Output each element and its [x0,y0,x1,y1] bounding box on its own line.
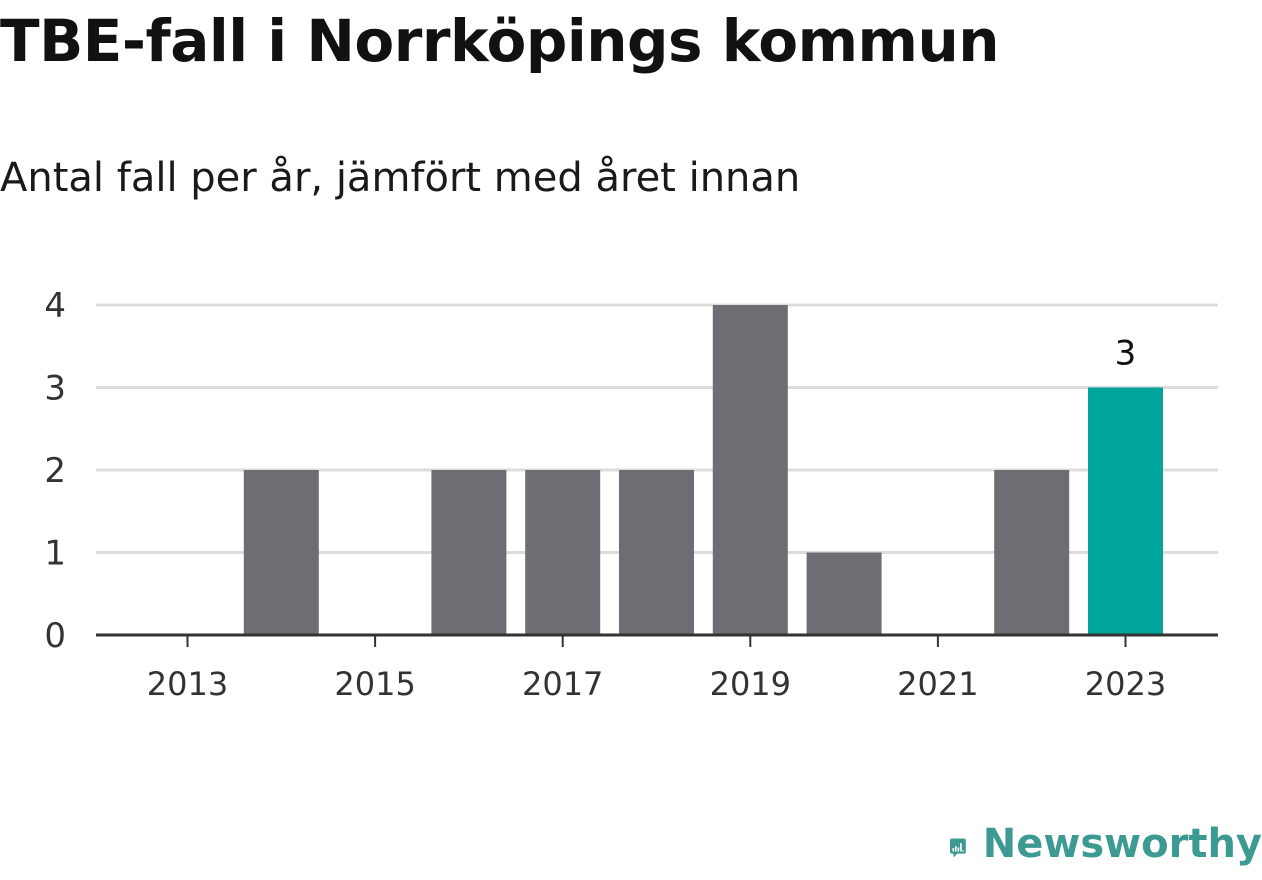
y-tick-label: 2 [44,451,66,491]
x-axis-tick-labels: 2013 2015 2017 2019 2021 2023 [147,665,1166,703]
x-axis [96,633,1218,647]
bar-2014 [243,470,319,635]
bar-2020 [806,552,882,635]
brand-name: Newsworthy [982,821,1262,867]
newsworthy-logo-icon [950,838,966,858]
x-tick-label: 2023 [1085,665,1166,703]
x-tick-label: 2017 [522,665,603,703]
bar-2023 [1088,387,1163,635]
bar-2016 [431,470,507,635]
chart-title: TBE-fall i Norrköpings kommun [0,7,1000,75]
bar-2017 [525,470,601,635]
bar-2018 [619,470,694,635]
bar-2022 [994,470,1070,635]
x-tick-label: 2019 [710,665,791,703]
x-tick-label: 2013 [147,665,228,703]
y-tick-label: 4 [44,286,66,326]
data-labels: 3 [1115,334,1137,374]
y-tick-label: 1 [44,534,66,574]
y-tick-label: 3 [44,369,66,409]
bar-2019 [712,305,788,635]
x-tick-label: 2021 [897,665,978,703]
chart-subtitle: Antal fall per år, jämfört med året inna… [0,155,801,201]
newsworthy-logo: Newsworthy [950,818,1262,880]
y-axis-tick-labels: 0 1 2 3 4 [44,286,66,656]
bars [243,305,1163,635]
y-tick-label: 0 [44,616,66,656]
x-tick-label: 2015 [334,665,415,703]
data-label: 3 [1115,334,1137,374]
